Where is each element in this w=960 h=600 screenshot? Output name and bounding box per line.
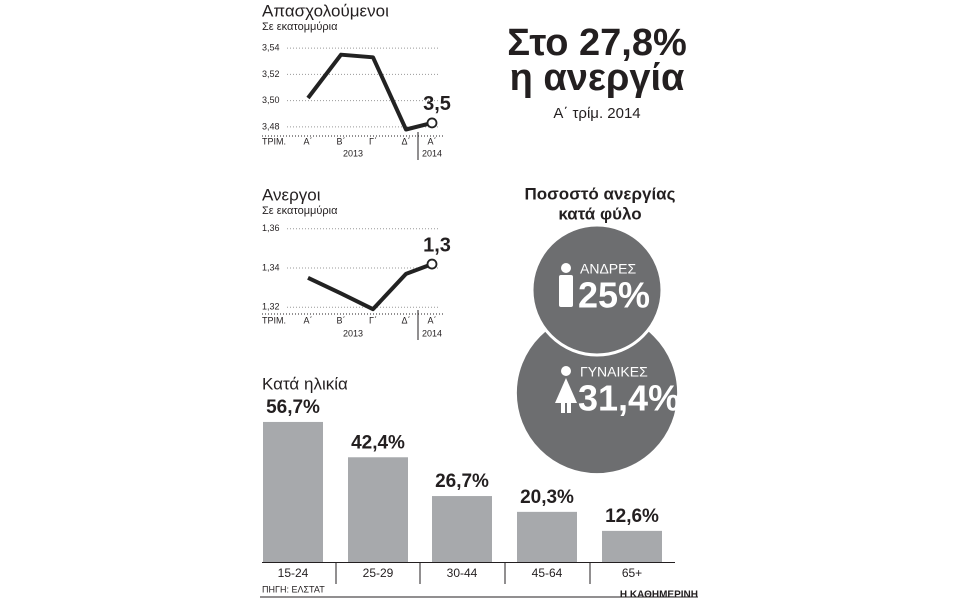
x-tick-label: 25-29 [363,566,394,580]
chart-title: Ποσοστό ανεργίας [525,184,676,203]
x-tick-label: Γ΄ [369,315,377,325]
person-icon [555,378,577,413]
value-label: 20,3% [520,487,574,508]
bar [602,530,662,562]
data-line [306,52,433,132]
value-label: 42,4% [351,432,405,453]
x-tick-label: 30-44 [447,566,478,580]
value-label: 1,3 [423,234,451,256]
x-tick-label: 15-24 [278,566,309,580]
chart-title: Κατά ηλικία [262,374,348,393]
y-tick-label: 3,50 [262,95,280,105]
value-label: 26,7% [435,471,489,492]
value-label: 12,6% [605,506,659,527]
subheadline: Α΄ τρίμ. 2014 [553,105,640,122]
person-icon [561,263,571,273]
value-label: 31,4% [578,378,680,419]
value-label: 25% [578,275,650,316]
chart-title: Απασχολούμενοι [262,1,389,20]
bar [263,421,323,562]
x-tick-label: Δ΄ [401,136,410,146]
x-tick-label: 65+ [622,566,642,580]
x-axis-label: ΤΡΙΜ. [262,315,286,325]
y-tick-label: 3,54 [262,43,280,53]
bar [348,457,408,562]
gender-circle [530,223,664,357]
y-tick-label: 3,48 [262,121,280,131]
person-icon [561,366,571,376]
category-label: ΓΥΝΑΙΚΕΣ [580,364,648,380]
chart-title: Ανεργοι [262,185,321,204]
year-label: 2014 [422,148,442,158]
x-tick-label: Α΄ [428,136,437,146]
end-marker [426,117,438,129]
y-tick-label: 1,36 [262,223,280,233]
x-tick-label: Α΄ [304,136,313,146]
x-tick-label: Δ΄ [401,315,410,325]
y-tick-label: 3,52 [262,69,280,79]
x-tick-label: Γ΄ [369,136,377,146]
data-line [307,262,433,312]
x-tick-label: 45-64 [532,566,563,580]
chart-subtitle: Σε εκατομμύρια [262,205,338,217]
headline: Στο 27,8% [507,22,687,64]
x-tick-label: Β΄ [337,136,346,146]
chart-subtitle: Σε εκατομμύρια [262,21,338,33]
person-icon [559,275,573,307]
headline: η ανεργία [510,57,685,99]
x-axis-label: ΤΡΙΜ. [262,136,286,146]
category-label: ΑΝΔΡΕΣ [580,261,636,277]
x-tick-label: Α΄ [304,315,313,325]
bar [517,511,577,562]
x-tick-label: Α΄ [428,315,437,325]
year-label: 2014 [422,328,442,338]
end-marker [426,258,438,270]
chart-title: κατά φύλο [558,204,641,223]
source: ΠΗΓΗ: ΕΛΣΤΑΤ [262,584,325,594]
x-tick-label: Β΄ [337,315,346,325]
publisher: Η ΚΑΘΗΜΕΡΙΝΗ [620,590,698,600]
bar [432,496,492,562]
y-tick-label: 1,34 [262,262,280,272]
value-label: 56,7% [266,397,320,418]
year-label: 2013 [343,328,363,338]
year-label: 2013 [343,148,363,158]
y-tick-label: 1,32 [262,302,280,312]
value-label: 3,5 [423,93,451,115]
